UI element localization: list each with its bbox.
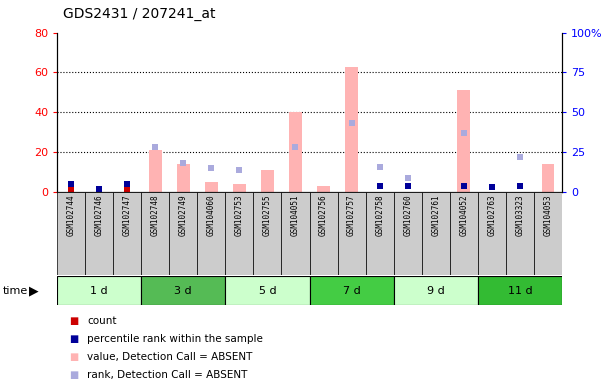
- Text: ■: ■: [69, 352, 78, 362]
- Text: GSM104052: GSM104052: [459, 194, 468, 236]
- Bar: [141, 192, 169, 275]
- Text: GSM102763: GSM102763: [487, 194, 496, 236]
- Text: GSM102746: GSM102746: [95, 194, 103, 236]
- Bar: [85, 192, 113, 275]
- Bar: [141, 276, 225, 305]
- Text: 11 d: 11 d: [508, 286, 532, 296]
- Bar: [149, 150, 162, 192]
- Text: GSM102753: GSM102753: [235, 194, 244, 236]
- Text: GSM102761: GSM102761: [432, 194, 440, 236]
- Bar: [422, 192, 450, 275]
- Bar: [225, 276, 310, 305]
- Bar: [365, 192, 394, 275]
- Text: time: time: [3, 286, 28, 296]
- Text: GSM102757: GSM102757: [347, 194, 356, 236]
- Bar: [281, 192, 310, 275]
- Bar: [534, 192, 562, 275]
- Bar: [317, 186, 330, 192]
- Bar: [457, 90, 470, 192]
- Bar: [261, 170, 273, 192]
- Bar: [394, 192, 422, 275]
- Bar: [205, 182, 218, 192]
- Bar: [346, 66, 358, 192]
- Text: rank, Detection Call = ABSENT: rank, Detection Call = ABSENT: [87, 370, 248, 380]
- Bar: [310, 192, 338, 275]
- Text: GSM103323: GSM103323: [516, 194, 524, 236]
- Bar: [394, 276, 478, 305]
- Text: GSM104060: GSM104060: [207, 194, 216, 236]
- Text: 9 d: 9 d: [427, 286, 445, 296]
- Text: 1 d: 1 d: [90, 286, 108, 296]
- Bar: [338, 192, 365, 275]
- Bar: [113, 192, 141, 275]
- Bar: [57, 276, 141, 305]
- Bar: [506, 192, 534, 275]
- Bar: [233, 184, 246, 192]
- Text: GSM102760: GSM102760: [403, 194, 412, 236]
- Text: GSM102748: GSM102748: [151, 194, 160, 236]
- Text: GDS2431 / 207241_at: GDS2431 / 207241_at: [63, 7, 216, 21]
- Bar: [310, 276, 394, 305]
- Text: ■: ■: [69, 334, 78, 344]
- Text: GSM104051: GSM104051: [291, 194, 300, 236]
- Text: ■: ■: [69, 316, 78, 326]
- Text: 5 d: 5 d: [258, 286, 276, 296]
- Text: ▶: ▶: [29, 285, 38, 298]
- Text: GSM102758: GSM102758: [375, 194, 384, 236]
- Bar: [57, 192, 85, 275]
- Text: GSM104053: GSM104053: [543, 194, 552, 236]
- Text: GSM102755: GSM102755: [263, 194, 272, 236]
- Text: percentile rank within the sample: percentile rank within the sample: [87, 334, 263, 344]
- Text: GSM102744: GSM102744: [67, 194, 76, 236]
- Bar: [197, 192, 225, 275]
- Bar: [450, 192, 478, 275]
- Text: 3 d: 3 d: [174, 286, 192, 296]
- Text: count: count: [87, 316, 117, 326]
- Bar: [542, 164, 554, 192]
- Text: ■: ■: [69, 370, 78, 380]
- Bar: [478, 192, 506, 275]
- Text: GSM102749: GSM102749: [179, 194, 188, 236]
- Text: value, Detection Call = ABSENT: value, Detection Call = ABSENT: [87, 352, 252, 362]
- Bar: [225, 192, 254, 275]
- Text: GSM102756: GSM102756: [319, 194, 328, 236]
- Bar: [289, 112, 302, 192]
- Bar: [177, 164, 190, 192]
- Bar: [169, 192, 197, 275]
- Text: GSM102747: GSM102747: [123, 194, 132, 236]
- Bar: [478, 276, 562, 305]
- Text: 7 d: 7 d: [343, 286, 361, 296]
- Bar: [254, 192, 281, 275]
